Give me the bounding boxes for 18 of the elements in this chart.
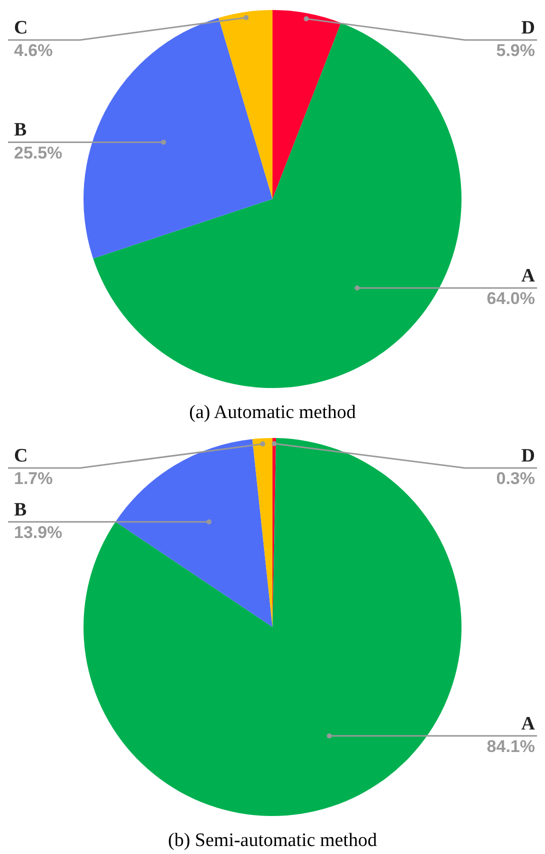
data-label: 84.1%: [486, 737, 535, 756]
data-label: 4.6%: [14, 41, 53, 60]
slice-label: B: [14, 499, 27, 520]
data-label: 1.7%: [14, 469, 53, 488]
slice-label: B: [14, 120, 27, 141]
data-label: 0.3%: [496, 469, 535, 488]
data-label: 64.0%: [486, 289, 535, 308]
data-label: 13.9%: [14, 523, 62, 542]
slice-label: D: [521, 445, 535, 466]
data-label: 25.5%: [14, 143, 62, 162]
text: (b) Semi-automatic method: [167, 829, 378, 853]
data-label: 5.9%: [496, 41, 535, 60]
slice-label: D: [521, 17, 535, 38]
slice-label: C: [14, 17, 28, 38]
slice-label: C: [14, 445, 28, 466]
slice-label: A: [521, 265, 536, 286]
text: (a) Automatic method: [188, 401, 357, 425]
slice-label: A: [521, 713, 536, 734]
